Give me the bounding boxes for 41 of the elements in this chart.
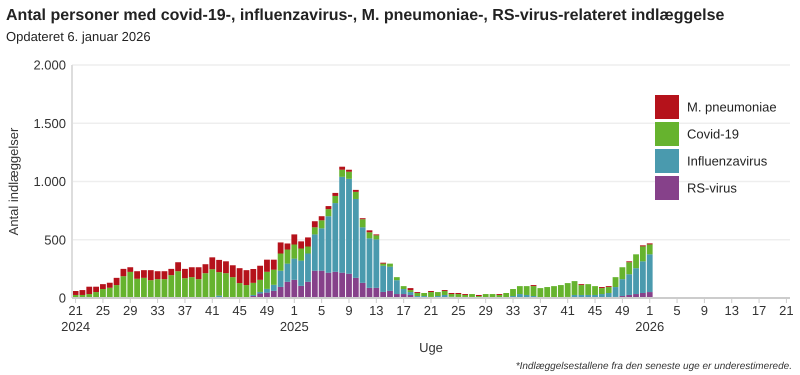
x-tick-label: 25 [96,303,110,318]
legend-label: M. pneumoniae [687,100,777,115]
x-tick-label: 5 [318,303,326,318]
text: *Indlæggelsestallene fra den seneste uge er underestimerede. [516,361,792,372]
y-tick-label: 500 [44,232,66,248]
x-tick-label: 29 [123,303,138,318]
chart-title: Antal personer med covid-19-, influenzavirus-, M. pneumoniae-, RS-virus-relateret indlæggelse [6,7,724,24]
x-tick-label: 49 [260,303,274,318]
chart-subtitle: Opdateret 6. januar 2026 [6,29,151,44]
y-tick-label: 1.500 [33,116,66,131]
legend-label: RS-virus [687,180,738,196]
x-tick-label: 13 [369,303,384,318]
x-tick-label: 21 [424,303,438,318]
x-tick-label: 45 [588,303,602,318]
x-tick-label: 17 [752,303,766,318]
y-tick-label: 1.000 [33,174,66,190]
x-tick-label: 1 2026 [635,303,664,334]
x-tick-label: 41 [560,303,575,318]
legend-label: Covid-19 [687,126,740,142]
x-tick-label: 41 [205,303,220,318]
x-tick-label: 33 [506,303,520,318]
x-tick-label: 37 [533,303,548,318]
x-tick-label: 5 [673,303,681,318]
x-tick-label: 17 [396,303,411,318]
y-tick-label: 2.000 [33,58,66,73]
x-tick-label: 1 2025 [280,303,309,334]
x-tick-label: 13 [724,303,739,318]
x-tick-label: 21 2024 [61,303,90,334]
x-axis-title: Uge [419,340,443,355]
x-tick-label: 37 [178,303,192,318]
x-tick-label: 49 [615,303,630,318]
legend-label: Influenzavirus [687,154,768,169]
x-tick-label: 9 [700,303,708,318]
x-tick-label: 25 [451,303,466,318]
y-tick-label: 0 [58,290,66,306]
x-tick-label: 21 [779,303,794,318]
x-tick-label: 33 [150,303,165,318]
x-tick-label: 45 [232,303,247,318]
x-tick-label: 9 [345,303,353,318]
y-axis-title: Antal indlæggelser [6,127,21,236]
x-tick-label: 29 [478,303,493,318]
